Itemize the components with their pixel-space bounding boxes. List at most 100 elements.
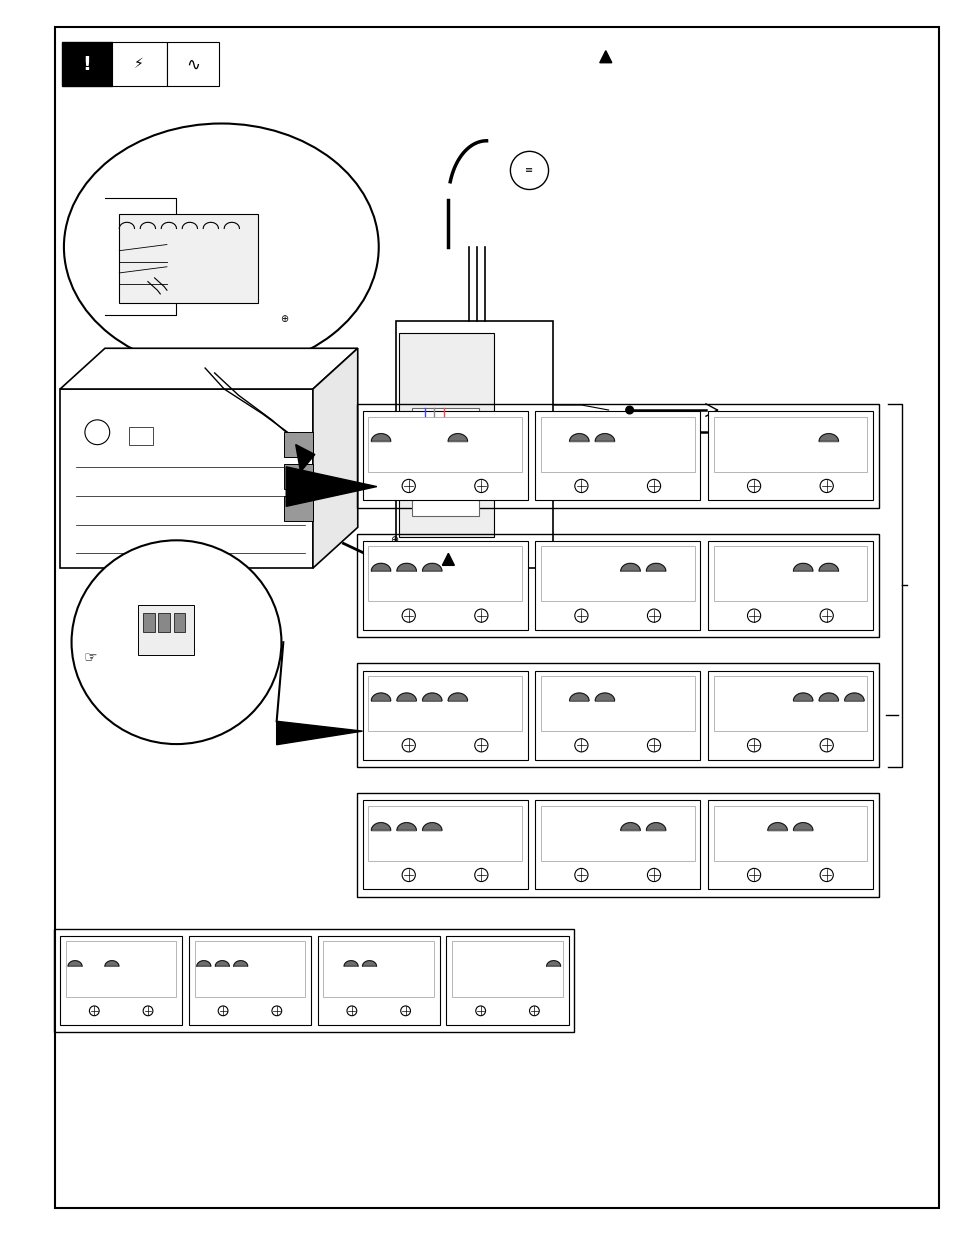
Polygon shape [767,823,786,830]
Polygon shape [569,693,588,700]
Bar [707,411,872,500]
Polygon shape [362,961,376,966]
Polygon shape [68,961,82,966]
Bar [446,936,568,1025]
Bar [412,479,478,516]
Ellipse shape [625,429,633,436]
Polygon shape [442,553,454,566]
Bar [368,546,521,601]
Bar [356,663,878,767]
Bar [173,613,185,632]
Bar [452,941,562,997]
Polygon shape [196,961,211,966]
Bar [713,416,866,472]
Bar [368,676,521,731]
Bar [317,936,439,1025]
Bar [119,214,257,303]
Polygon shape [620,823,639,830]
Polygon shape [448,433,467,441]
Polygon shape [233,961,248,966]
Polygon shape [793,563,812,571]
Text: ∿: ∿ [186,56,199,73]
Polygon shape [569,433,588,441]
Bar [535,411,700,500]
Bar [713,546,866,601]
Bar [356,793,878,897]
Bar [158,613,170,632]
Bar [707,671,872,760]
Bar [284,432,313,457]
Bar [713,805,866,861]
Polygon shape [105,961,119,966]
Polygon shape [371,563,391,571]
Polygon shape [371,433,391,441]
Bar [368,416,521,472]
Bar [540,416,694,472]
Text: ⚡​: ⚡​ [134,57,144,72]
Bar [194,941,305,997]
Polygon shape [646,563,665,571]
Bar [540,805,694,861]
Polygon shape [819,563,838,571]
Polygon shape [396,693,416,700]
Text: ☞: ☞ [84,651,97,666]
Polygon shape [819,433,838,441]
Bar [60,936,182,1025]
Bar [540,676,694,731]
Polygon shape [396,563,416,571]
Bar [143,613,154,632]
Polygon shape [793,693,812,700]
Polygon shape [599,51,611,63]
Bar [112,42,167,86]
Polygon shape [422,563,441,571]
Polygon shape [620,563,639,571]
Bar [535,800,700,889]
Polygon shape [793,823,812,830]
Bar [54,929,574,1032]
Bar [398,333,494,537]
Bar [535,541,700,630]
Bar [713,676,866,731]
Bar [535,671,700,760]
Bar [368,805,521,861]
Bar [356,404,878,508]
Polygon shape [819,693,838,700]
Polygon shape [843,693,863,700]
Ellipse shape [510,152,548,189]
Text: !: ! [82,54,91,74]
Bar [66,941,176,997]
Bar [362,800,527,889]
Ellipse shape [625,406,633,414]
Polygon shape [422,823,441,830]
Bar [62,42,112,86]
Polygon shape [344,961,357,966]
Polygon shape [396,823,416,830]
Bar [707,800,872,889]
Polygon shape [595,433,614,441]
Polygon shape [313,348,357,568]
Bar [167,42,219,86]
Bar [138,605,193,655]
Polygon shape [286,467,376,506]
Polygon shape [215,961,229,966]
Bar [60,389,313,568]
Polygon shape [595,693,614,700]
Bar [356,534,878,637]
Bar [540,546,694,601]
Polygon shape [295,445,314,472]
Bar [707,541,872,630]
Polygon shape [371,823,391,830]
Bar [284,464,313,489]
Polygon shape [276,721,362,745]
Polygon shape [646,823,665,830]
Ellipse shape [64,124,378,370]
Bar [323,941,434,997]
Polygon shape [448,693,467,700]
Polygon shape [422,693,441,700]
Polygon shape [371,693,391,700]
Bar [129,427,152,445]
Bar [362,541,527,630]
Ellipse shape [71,541,281,743]
Text: ⊕: ⊕ [280,314,288,324]
Bar [362,411,527,500]
